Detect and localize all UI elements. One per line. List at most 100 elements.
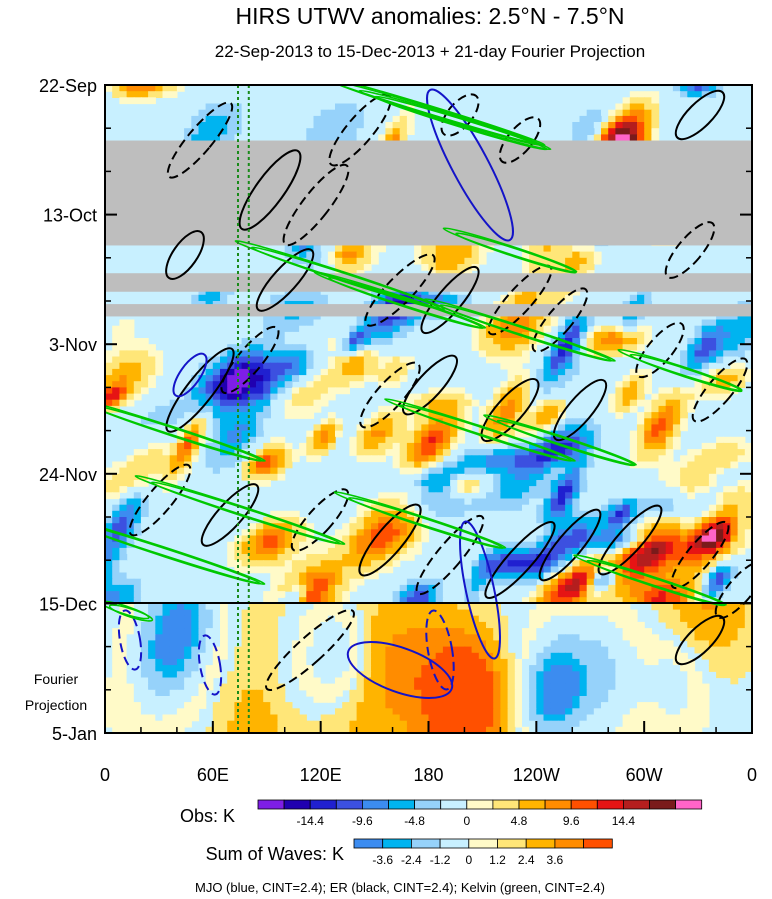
anomaly-cell [471, 344, 480, 351]
anomaly-cell [464, 251, 473, 259]
projection-cell [205, 646, 214, 654]
anomaly-cell [615, 523, 624, 530]
anomaly-cell [737, 517, 746, 524]
anomaly-cell [737, 480, 746, 487]
anomaly-cell [543, 325, 552, 333]
anomaly-cell [327, 541, 336, 549]
anomaly-cell [371, 560, 379, 567]
anomaly-cell [126, 504, 135, 512]
anomaly-cell [313, 115, 322, 123]
anomaly-cell [320, 449, 329, 456]
anomaly-cell [730, 529, 739, 537]
projection-cell [579, 621, 588, 629]
anomaly-cell [651, 288, 660, 296]
anomaly-cell [371, 517, 379, 524]
anomaly-cell [198, 455, 207, 463]
anomaly-cell [644, 387, 652, 395]
anomaly-cell [601, 128, 609, 135]
projection-cell [701, 634, 710, 642]
anomaly-cell [313, 387, 322, 395]
anomaly-cell [593, 430, 602, 438]
anomaly-cell [565, 461, 573, 469]
anomaly-cell [205, 362, 214, 370]
anomaly-cell [471, 554, 480, 561]
anomaly-cell [356, 535, 365, 543]
projection-cell [701, 615, 710, 623]
anomaly-cell [234, 381, 243, 388]
anomaly-cell [112, 356, 120, 364]
anomaly-cell [385, 597, 394, 604]
anomaly-cell [478, 449, 487, 456]
anomaly-cell [450, 473, 458, 481]
anomaly-cell [320, 597, 329, 604]
projection-cell [399, 615, 408, 623]
anomaly-cell [356, 430, 365, 438]
anomaly-cell [385, 412, 394, 419]
anomaly-cell [744, 331, 752, 339]
projection-cell [651, 634, 660, 642]
anomaly-cell [313, 264, 322, 271]
anomaly-cell [406, 122, 415, 129]
anomaly-cell [313, 350, 322, 358]
anomaly-cell [363, 128, 372, 135]
anomaly-cell [464, 572, 473, 580]
projection-cell [385, 603, 394, 611]
anomaly-cell [522, 393, 530, 401]
anomaly-cell [371, 257, 379, 265]
anomaly-cell [435, 584, 444, 592]
anomaly-cell [464, 245, 473, 253]
anomaly-cell [694, 572, 703, 580]
anomaly-cell [672, 566, 681, 574]
anomaly-cell [637, 115, 645, 123]
anomaly-cell [615, 566, 624, 574]
anomaly-cell [672, 480, 681, 487]
anomaly-cell [371, 362, 379, 370]
anomaly-cell [680, 387, 688, 395]
anomaly-cell [536, 436, 545, 444]
anomaly-cell [241, 368, 250, 376]
anomaly-cell [133, 480, 142, 487]
anomaly-cell [557, 264, 566, 271]
anomaly-cell [478, 560, 487, 567]
anomaly-cell [565, 529, 573, 537]
anomaly-cell [191, 115, 200, 123]
anomaly-cell [291, 560, 300, 567]
anomaly-cell [241, 424, 250, 432]
anomaly-cell [708, 504, 717, 512]
anomaly-cell [212, 313, 221, 321]
projection-cell [615, 609, 624, 617]
anomaly-cell [529, 405, 537, 413]
anomaly-cell [227, 547, 235, 555]
anomaly-cell [644, 566, 652, 574]
anomaly-cell [450, 492, 458, 500]
projection-cell [694, 609, 703, 617]
anomaly-cell [212, 109, 221, 117]
anomaly-cell [205, 350, 214, 358]
projection-cell [191, 628, 200, 635]
anomaly-cell [507, 449, 516, 456]
anomaly-cell [514, 473, 523, 481]
anomaly-cell [378, 541, 386, 549]
anomaly-cell [442, 257, 451, 265]
anomaly-cell [363, 356, 372, 364]
projection-cell [248, 603, 257, 611]
anomaly-cell [284, 319, 293, 327]
anomaly-cell [716, 455, 724, 463]
anomaly-cell [629, 381, 638, 388]
anomaly-cell [579, 541, 588, 549]
anomaly-cell [500, 331, 509, 339]
anomaly-cell [500, 436, 509, 444]
anomaly-cell [105, 566, 113, 574]
anomaly-cell [371, 109, 379, 117]
projection-cell [471, 640, 480, 648]
anomaly-cell [629, 578, 638, 586]
anomaly-cell [126, 498, 135, 506]
projection-cell [744, 603, 752, 611]
anomaly-cell [565, 517, 573, 524]
anomaly-cell [119, 498, 128, 506]
anomaly-cell [112, 554, 120, 561]
anomaly-cell [133, 529, 142, 537]
anomaly-cell [277, 331, 286, 339]
anomaly-cell [593, 122, 602, 129]
